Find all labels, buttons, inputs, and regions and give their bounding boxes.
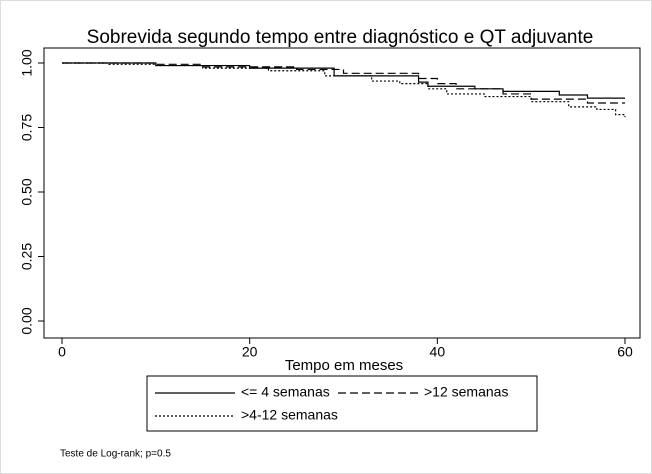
x-tick-label: 60 [617, 344, 633, 360]
x-tick-label: 40 [430, 344, 446, 360]
legend-label: >12 semanas [424, 384, 508, 400]
legend-label: >4-12 semanas [241, 407, 338, 423]
note: Teste de Log-rank; p=0.5 [60, 449, 171, 460]
survival-curve [62, 62, 625, 99]
chart-title: Sobrevida segundo tempo entre diagnóstic… [87, 27, 594, 48]
y-tick-label: 0.75 [19, 114, 35, 141]
legend-label: <= 4 semanas [241, 384, 330, 400]
plot-area [43, 47, 641, 339]
legend [146, 375, 538, 432]
y-tick-label: 0.25 [19, 243, 35, 270]
y-tick-label: 1.00 [19, 49, 35, 76]
y-tick-label: 0.00 [19, 307, 35, 334]
x-tick-label: 20 [242, 344, 258, 360]
x-tick-label: 0 [58, 344, 66, 360]
x-axis-label: Tempo em meses [285, 357, 403, 374]
y-tick-label: 0.50 [19, 178, 35, 205]
